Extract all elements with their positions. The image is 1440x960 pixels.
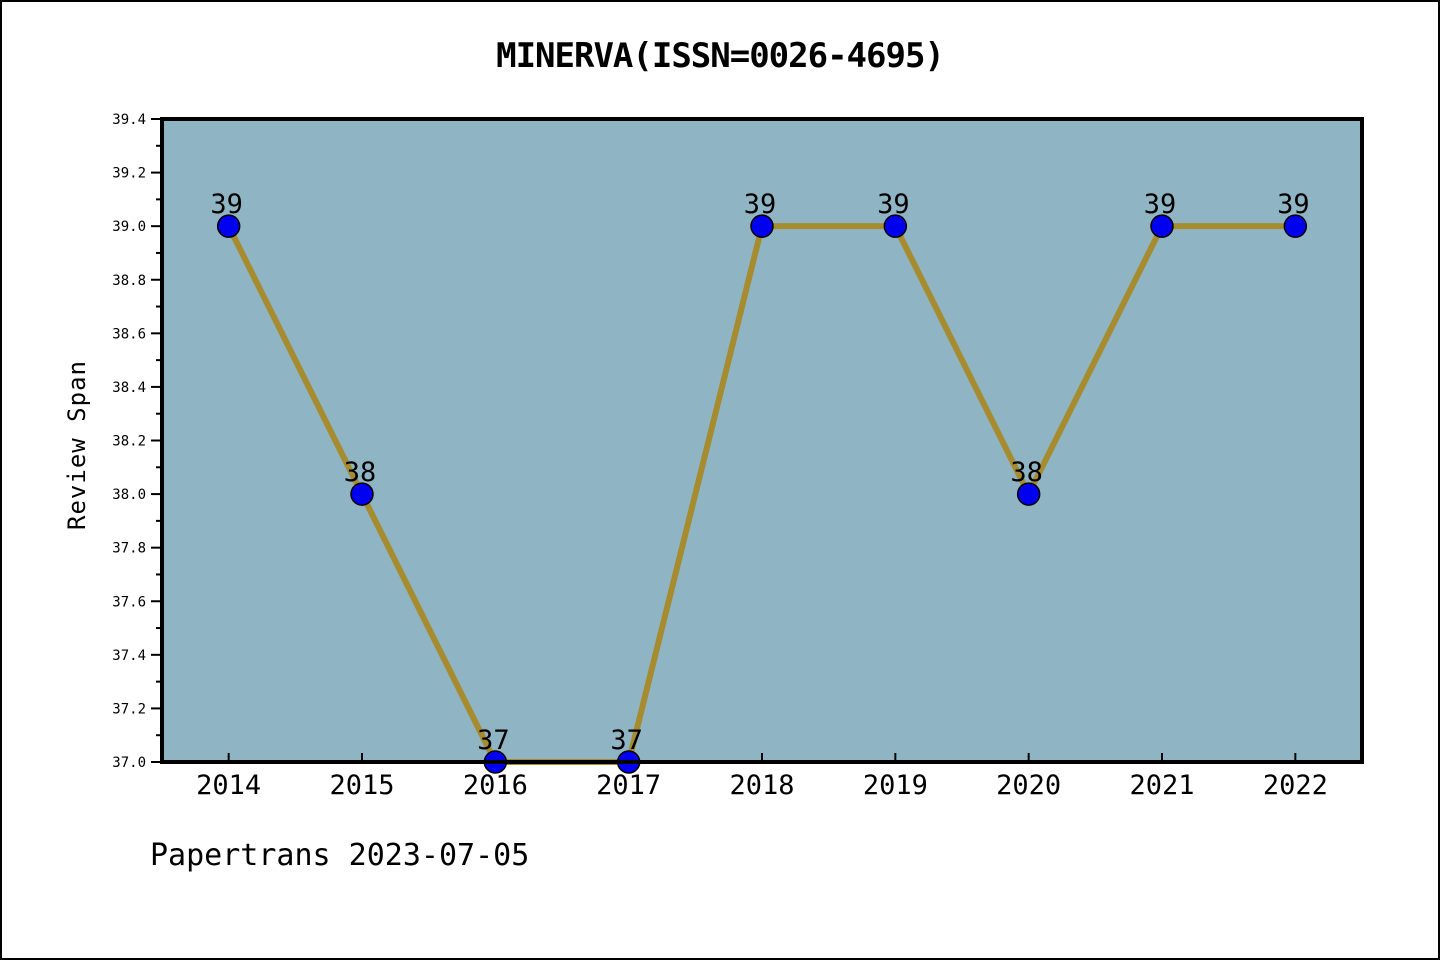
y-tick-label: 38.8 <box>112 273 146 289</box>
x-tick-label: 2021 <box>1129 770 1194 801</box>
y-tick-label: 37.6 <box>112 594 146 610</box>
x-tick-label: 2022 <box>1263 770 1328 801</box>
data-point-label: 38 <box>344 457 377 488</box>
y-tick-label: 39.2 <box>112 166 146 182</box>
data-point <box>1283 214 1308 238</box>
data-point-label: 39 <box>1144 189 1177 220</box>
y-tick-label: 39.4 <box>112 112 146 128</box>
y-tick-label: 39.0 <box>112 219 146 235</box>
y-tick-label: 38.4 <box>112 380 146 396</box>
data-point-label: 39 <box>210 189 243 220</box>
data-point <box>750 214 774 238</box>
data-point-label: 39 <box>877 189 910 220</box>
data-point <box>216 214 241 238</box>
x-tick-label: 2020 <box>996 770 1061 801</box>
chart-title: MINERVA(ISSN=0026-4695) <box>496 36 945 76</box>
y-tick-label: 38.2 <box>112 434 146 450</box>
y-axis: 37.0 37.2 37.4 37.6 37.8 38.0 38.2 38.4 38.6 38.8… <box>112 112 162 771</box>
data-point <box>1150 214 1174 238</box>
x-tick-label: 2019 <box>863 770 928 801</box>
watermark-text: Papertrans 2023-07-05 <box>150 838 530 873</box>
data-points: 39 38 37 37 39 39 38 39 39 <box>210 189 1310 774</box>
data-point-label: 38 <box>1010 457 1043 488</box>
x-tick-label: 2014 <box>196 770 261 801</box>
x-tick-label: 2018 <box>729 770 794 801</box>
data-point-label: 37 <box>477 725 510 756</box>
data-point-label: 39 <box>1277 189 1310 220</box>
y-tick-label: 37.0 <box>112 755 146 771</box>
y-tick-label: 38.6 <box>112 326 146 342</box>
data-point-label: 37 <box>610 725 643 756</box>
data-point <box>350 482 374 506</box>
y-tick-label: 37.4 <box>112 648 146 664</box>
y-tick-label: 38.0 <box>112 487 146 503</box>
x-tick-label: 2016 <box>463 770 528 801</box>
x-tick-label: 2017 <box>596 770 661 801</box>
data-point <box>1016 482 1041 506</box>
y-tick-label: 37.2 <box>112 701 146 717</box>
data-point-label: 39 <box>744 189 777 220</box>
x-tick-label: 2015 <box>329 770 394 801</box>
y-tick-label: 37.8 <box>112 541 146 557</box>
plot-frame <box>160 117 1364 764</box>
x-axis: 2014 2015 2016 2017 2018 2019 2020 2021 2022 <box>196 753 1328 801</box>
data-point <box>883 214 908 238</box>
